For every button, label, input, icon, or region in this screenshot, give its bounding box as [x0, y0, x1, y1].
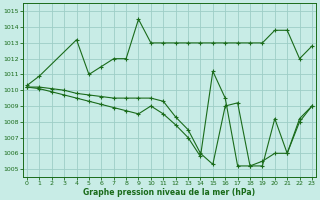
X-axis label: Graphe pression niveau de la mer (hPa): Graphe pression niveau de la mer (hPa) [84, 188, 256, 197]
